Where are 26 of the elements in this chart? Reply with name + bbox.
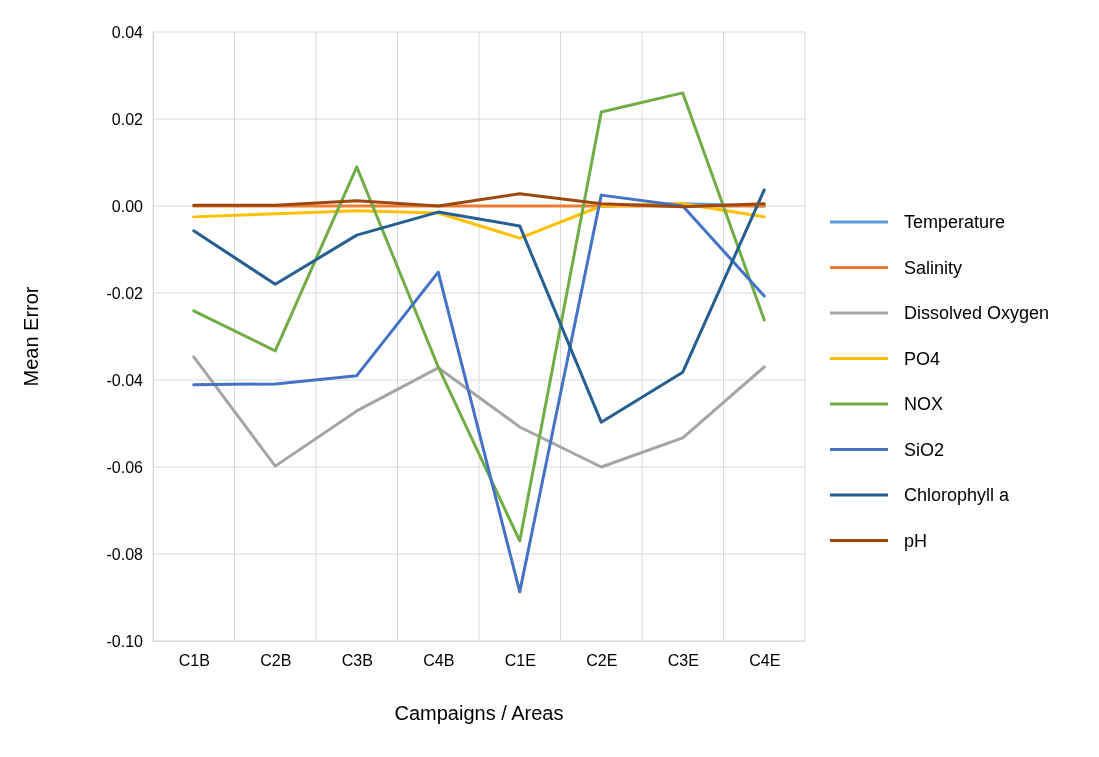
legend-label: Dissolved Oxygen [904,303,1050,323]
y-tick-label: 0.00 [111,197,144,215]
y-tick-label: 0.04 [111,23,144,41]
x-tick-label: C2E [586,652,618,670]
legend-label: SiO2 [904,439,945,460]
x-tick-label: C2B [260,652,292,670]
x-tick-label: C1E [504,652,536,670]
y-tick-label: -0.10 [106,632,144,650]
legend-label: NOX [904,394,944,414]
y-tick-label: -0.08 [106,545,144,563]
x-tick-label: C4B [423,652,455,670]
legend-label: Temperature [904,212,1006,232]
x-tick-label: C1B [178,652,210,670]
x-tick-label: C3B [341,652,373,670]
legend-label: Chlorophyll a [904,485,1011,505]
y-tick-label: -0.02 [106,284,144,302]
legend-label: PO4 [904,348,941,369]
x-axis-title: Campaigns / Areas [394,702,564,724]
legend-label: pH [904,530,928,551]
y-tick-label: -0.04 [106,371,144,389]
x-tick-label: C4E [749,652,781,670]
y-tick-label: -0.06 [106,458,144,476]
legend-label: Salinity [904,257,963,278]
y-axis-title: Mean Error [20,286,42,387]
x-tick-label: C3E [667,652,699,670]
y-tick-label: 0.02 [111,110,144,128]
